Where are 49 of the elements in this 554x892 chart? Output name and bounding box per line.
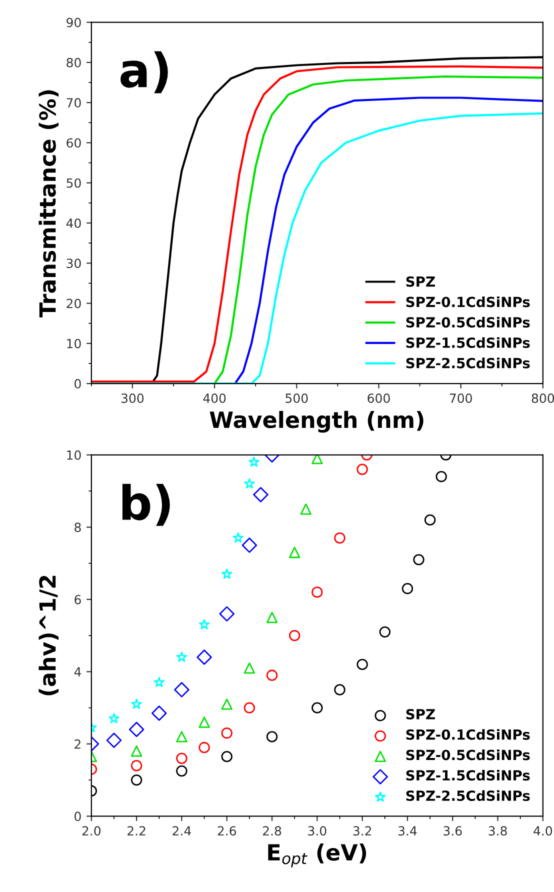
x-tick-label: 2.0 [82,826,101,836]
legend-label: SPZ-0.1CdSiNPs [406,296,530,308]
x-tick-label: 500 [286,394,308,403]
y-tick-label: 60 [66,138,81,148]
x-tick-label: 700 [450,394,472,403]
legend-label: SPZ-1.5CdSiNPs [406,337,530,348]
x-tick-label: 2.4 [172,826,191,836]
y-tick-label: 10 [67,450,81,460]
x-tick-label: 3.6 [444,826,462,836]
x-tick-label: 3.0 [308,826,326,836]
y-tick-label: 80 [66,58,81,68]
y-tick-label: 30 [66,258,81,268]
x-tick-label: 3.2 [353,826,372,836]
x-axis-title: Wavelength (nm) [210,410,424,433]
y-tick-label: 0 [74,812,81,822]
y-tick-label: 6 [74,594,81,604]
legend-label: SPZ-0.1CdSiNPs [406,729,530,740]
y-tick-label: 90 [66,18,81,28]
y-tick-label: 2 [74,739,80,749]
x-tick-label: 4.0 [534,826,552,836]
legend-label: SPZ-2.5CdSiNPs [406,358,530,368]
legend-label: SPZ [406,708,435,720]
legend-label: SPZ-0.5CdSiNPs [406,749,530,760]
x-tick-label: 600 [368,394,390,403]
x-axis-title: E$_{opt}$ (eV) [268,844,366,868]
y-axis-title: Transmittance (%) [38,90,59,318]
annotation: a) [120,51,168,94]
x-tick-label: 400 [203,394,226,403]
x-tick-label: 800 [532,394,554,403]
y-tick-label: 50 [66,178,81,188]
annotation: b) [122,484,170,526]
legend-label: SPZ-1.5CdSiNPs [406,770,530,781]
y-axis-title: (ahv)^1/2 [38,576,59,696]
y-tick-label: 0 [74,379,81,388]
y-tick-label: 4 [74,667,81,676]
x-tick-label: 2.6 [218,826,236,836]
legend-label: SPZ-2.5CdSiNPs [406,790,530,801]
y-tick-label: 70 [66,98,81,108]
x-tick-label: 3.8 [488,826,507,836]
x-tick-label: 300 [121,394,144,403]
y-tick-label: 20 [66,298,81,308]
y-tick-label: 8 [74,522,81,532]
x-tick-label: 3.4 [398,826,417,836]
y-tick-label: 40 [66,218,81,228]
x-tick-label: 2.2 [128,826,146,836]
x-tick-label: 2.8 [262,826,282,836]
legend-label: SPZ [406,276,435,287]
y-tick-label: 10 [67,338,81,348]
legend-label: SPZ-0.5CdSiNPs [406,316,530,328]
